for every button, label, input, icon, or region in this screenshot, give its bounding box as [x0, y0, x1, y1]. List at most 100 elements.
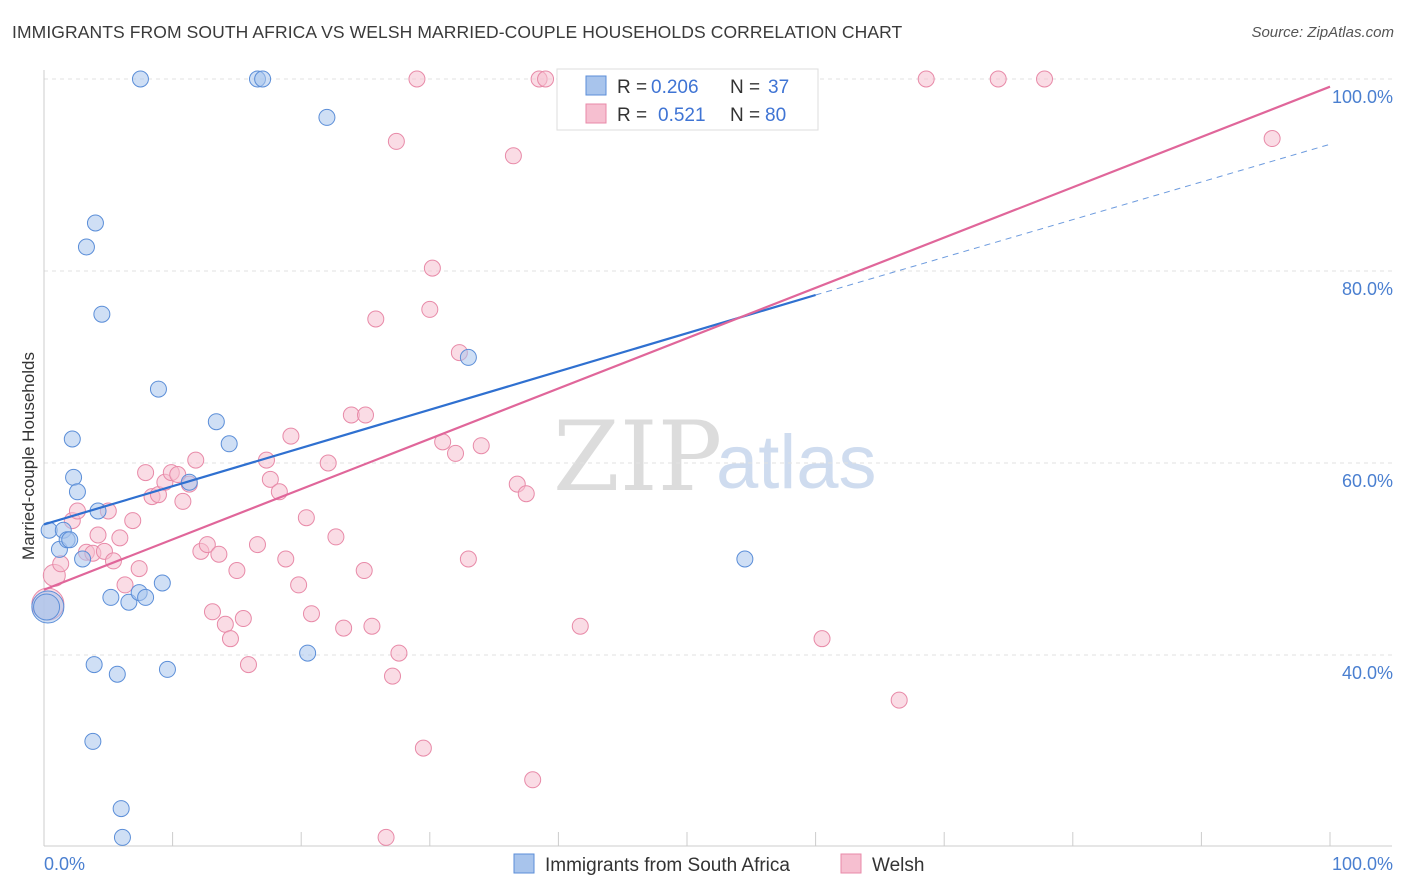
welsh-point-2	[52, 555, 70, 573]
watermark: ZIP atlas	[553, 401, 877, 513]
south-africa-point-5	[61, 531, 79, 549]
y-axis-label: Married-couple Households	[19, 352, 38, 560]
welsh-point-28	[216, 615, 234, 633]
south-africa-point-33	[318, 108, 336, 126]
welsh-point-66	[524, 771, 542, 789]
trend-line-south-africa	[43, 293, 816, 526]
south-africa-point-1	[40, 521, 58, 539]
legend-n-label-2: N =	[730, 105, 760, 126]
chart-source: Source: ZipAtlas.com	[1251, 24, 1394, 41]
y-tick-label-80: 80.0%	[1342, 279, 1393, 299]
welsh-point-15	[137, 464, 155, 482]
legend-r-value-2: 0.521	[658, 105, 706, 126]
welsh-point-7	[89, 526, 107, 544]
trend-line-welsh	[43, 85, 1331, 591]
south-africa-point-24	[149, 380, 167, 398]
welsh-point-12	[116, 576, 134, 594]
welsh-point-53	[390, 644, 408, 662]
welsh-point-47	[357, 406, 374, 424]
welsh-point-56	[421, 300, 439, 318]
welsh-point-40	[297, 509, 315, 527]
welsh-point-38	[282, 427, 300, 445]
welsh-point-44	[335, 619, 353, 637]
welsh-point-32	[239, 656, 257, 674]
y-tick-label-40: 40.0%	[1342, 663, 1393, 683]
legend-swatch-welsh	[585, 103, 607, 124]
welsh-point-35	[261, 470, 279, 488]
welsh-point-57	[423, 259, 441, 277]
welsh-point-31	[234, 610, 252, 628]
south-africa-point-11	[84, 732, 102, 750]
welsh-point-49	[367, 310, 385, 328]
welsh-point-68	[537, 70, 555, 88]
welsh-point-45	[342, 406, 360, 424]
legend-swatch-south-africa-bottom	[513, 853, 535, 874]
south-africa-point-31	[254, 70, 272, 88]
welsh-point-74	[813, 630, 831, 648]
legend-swatch-south-africa	[585, 75, 607, 96]
south-africa-point-36	[33, 593, 61, 621]
watermark-zip: ZIP	[553, 401, 722, 513]
welsh-point-50	[377, 828, 395, 846]
welsh-point-52	[387, 132, 405, 150]
welsh-point-48	[363, 617, 381, 635]
south-africa-point-22	[131, 70, 149, 88]
welsh-point-21	[174, 492, 192, 510]
welsh-point-75	[890, 691, 908, 709]
south-africa-point-15	[93, 305, 111, 323]
welsh-point-30	[228, 562, 246, 580]
welsh-point-70	[571, 617, 589, 635]
south-africa-point-10	[77, 238, 95, 256]
south-africa-point-35	[736, 550, 754, 568]
welsh-point-55	[414, 739, 432, 757]
y-tick-label-60: 60.0%	[1342, 471, 1393, 491]
welsh-point-51	[384, 667, 402, 685]
south-africa-point-18	[112, 800, 130, 818]
south-africa-point-25	[153, 574, 171, 592]
welsh-point-26	[203, 603, 221, 621]
gridlines	[44, 78, 1392, 656]
south-africa-point-13	[86, 214, 104, 232]
welsh-point-14	[130, 560, 148, 578]
trend-line-south-africa-extension	[815, 143, 1331, 296]
trend-lines	[43, 85, 1331, 591]
welsh-point-23	[187, 451, 205, 469]
south-africa-point-6	[63, 430, 81, 448]
welsh-point-13	[124, 512, 142, 530]
series-south-africa-points	[31, 70, 754, 846]
x-tick-label-max: 100.0%	[1332, 854, 1393, 874]
y-tick-label-100: 100.0%	[1332, 87, 1393, 107]
legend-n-label-1: N =	[730, 77, 760, 98]
welsh-point-37	[277, 550, 295, 568]
stats-legend: R = 0.206 N = 37 R = 0.521 N = 80	[556, 68, 819, 131]
legend-r-label-1: R =	[617, 77, 647, 98]
welsh-point-79	[1263, 130, 1281, 148]
south-africa-point-17	[108, 665, 126, 683]
south-africa-point-29	[220, 435, 238, 453]
legend-label-south-africa: Immigrants from South Africa	[545, 855, 790, 876]
legend-swatch-welsh-bottom	[840, 853, 862, 874]
south-africa-point-19	[113, 828, 131, 846]
welsh-point-54	[408, 70, 426, 88]
welsh-point-25	[198, 536, 216, 554]
south-africa-point-26	[158, 660, 176, 678]
welsh-point-11	[111, 529, 129, 547]
welsh-point-46	[355, 562, 373, 580]
chart-title: IMMIGRANTS FROM SOUTH AFRICA VS WELSH MA…	[12, 22, 903, 42]
welsh-point-61	[459, 550, 477, 568]
welsh-point-39	[290, 576, 308, 594]
welsh-point-63	[504, 147, 522, 165]
south-africa-point-8	[68, 483, 86, 501]
welsh-point-76	[917, 70, 935, 88]
welsh-point-65	[517, 485, 535, 503]
y-tick-labels: 40.0% 60.0% 80.0% 100.0%	[1332, 87, 1393, 683]
welsh-point-27	[210, 545, 228, 563]
welsh-point-33	[248, 536, 266, 554]
south-africa-point-34	[459, 348, 477, 366]
x-tick-label-min: 0.0%	[44, 854, 85, 874]
x-axis-ticks	[43, 832, 1331, 846]
south-africa-point-12	[85, 656, 103, 674]
south-africa-point-7	[65, 468, 83, 486]
legend-label-welsh: Welsh	[872, 855, 924, 876]
